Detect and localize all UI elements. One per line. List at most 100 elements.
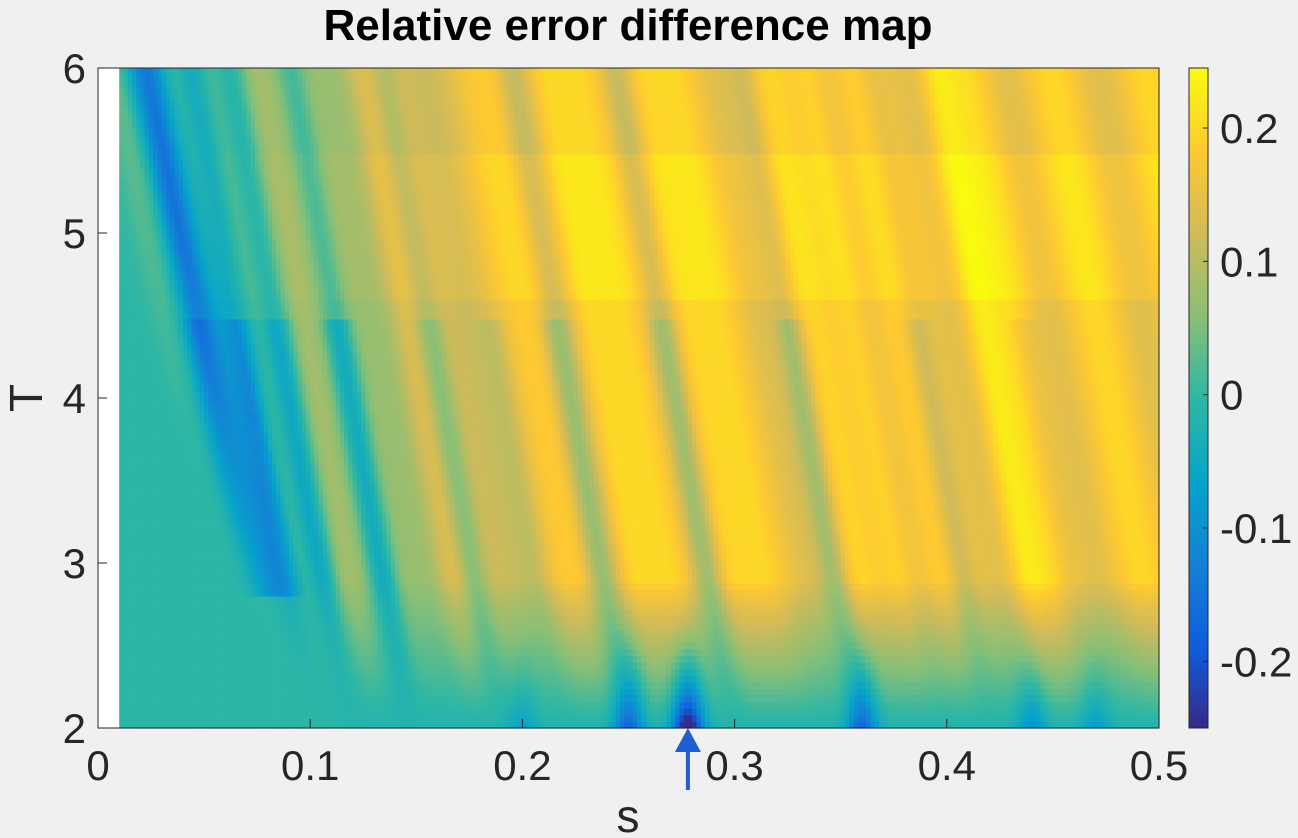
heatmap-cell [145, 556, 150, 563]
heatmap-cell [140, 121, 145, 128]
heatmap-cell [123, 253, 128, 260]
heatmap-cell [132, 405, 137, 412]
heatmap-cell [119, 391, 124, 398]
heatmap-cell [140, 292, 145, 299]
heatmap-cell [119, 358, 124, 365]
heatmap-cell [145, 332, 150, 339]
heatmap-cell [132, 273, 137, 280]
heatmap-cell [119, 662, 124, 669]
heatmap-cell [136, 708, 141, 715]
heatmap-cell [119, 352, 124, 359]
heatmap-cell [119, 629, 124, 636]
heatmap-cell [128, 345, 133, 352]
heatmap-cell [140, 141, 145, 148]
heatmap-cell [140, 695, 145, 702]
heatmap-cell [140, 207, 145, 214]
heatmap-cell [128, 259, 133, 266]
heatmap-cell [123, 603, 128, 610]
heatmap-cell [123, 405, 128, 412]
heatmap-cell [140, 391, 145, 398]
heatmap-cell [132, 438, 137, 445]
heatmap-cell [128, 127, 133, 134]
heatmap-cell [136, 286, 141, 293]
heatmap-cell [145, 596, 150, 603]
heatmap-cell [140, 88, 145, 95]
heatmap-cell [128, 299, 133, 306]
heatmap-cell [136, 200, 141, 207]
heatmap-cell [132, 411, 137, 418]
heatmap-cell [136, 378, 141, 385]
heatmap-cell [132, 583, 137, 590]
heatmap-cell [132, 702, 137, 709]
heatmap-cell [136, 306, 141, 313]
heatmap-cell [145, 530, 150, 537]
heatmap-cell [132, 471, 137, 478]
heatmap-cell [136, 418, 141, 425]
heatmap-cell [145, 259, 150, 266]
heatmap-cell [128, 655, 133, 662]
heatmap-cell [145, 510, 150, 517]
heatmap-cell [128, 141, 133, 148]
heatmap-cell [140, 510, 145, 517]
heatmap-cell [132, 312, 137, 319]
heatmap-cell [119, 292, 124, 299]
heatmap-cell [119, 299, 124, 306]
heatmap-cell [128, 688, 133, 695]
heatmap-cell [140, 570, 145, 577]
heatmap-cell [123, 180, 128, 187]
heatmap-cell [145, 609, 150, 616]
heatmap-cell [132, 339, 137, 346]
heatmap-cell [145, 233, 150, 240]
heatmap-cell [128, 662, 133, 669]
heatmap-cell [128, 570, 133, 577]
heatmap-cell [140, 325, 145, 332]
heatmap-cell [119, 510, 124, 517]
heatmap-cell [132, 246, 137, 253]
heatmap-cell [119, 570, 124, 577]
heatmap-cell [132, 75, 137, 82]
heatmap-cell [119, 576, 124, 583]
heatmap-cell [140, 715, 145, 722]
heatmap-cell [123, 596, 128, 603]
heatmap-cell [145, 477, 150, 484]
heatmap-cell [132, 636, 137, 643]
heatmap-cell [136, 688, 141, 695]
heatmap-cell [145, 675, 150, 682]
heatmap-cell [140, 147, 145, 154]
heatmap-cell [140, 616, 145, 623]
heatmap-cell [136, 655, 141, 662]
heatmap-cell [136, 504, 141, 511]
heatmap-cell [132, 193, 137, 200]
heatmap-cell [140, 345, 145, 352]
heatmap-cell [119, 273, 124, 280]
heatmap-cell [132, 484, 137, 491]
heatmap-cell [132, 589, 137, 596]
heatmap-cell [145, 325, 150, 332]
heatmap-cell [136, 662, 141, 669]
heatmap-cell [136, 220, 141, 227]
heatmap-cell [136, 259, 141, 266]
heatmap-cell [119, 68, 124, 75]
heatmap-cell [123, 688, 128, 695]
heatmap-cell [123, 675, 128, 682]
heatmap-cell [128, 484, 133, 491]
heatmap-cell [140, 596, 145, 603]
heatmap-cell [140, 682, 145, 689]
heatmap-cell [119, 160, 124, 167]
heatmap-cell [123, 385, 128, 392]
heatmap-cell [145, 286, 150, 293]
heatmap-cell [119, 583, 124, 590]
heatmap-cell [128, 226, 133, 233]
heatmap-cell [132, 378, 137, 385]
heatmap-cell [128, 121, 133, 128]
heatmap-cell [132, 550, 137, 557]
heatmap-cell [140, 563, 145, 570]
heatmap-cell [119, 563, 124, 570]
heatmap-cell [145, 504, 150, 511]
heatmap-cell [132, 345, 137, 352]
heatmap-cell [119, 220, 124, 227]
heatmap-cell [132, 286, 137, 293]
heatmap-cell [119, 141, 124, 148]
heatmap-cell [123, 530, 128, 537]
heatmap-cell [128, 682, 133, 689]
